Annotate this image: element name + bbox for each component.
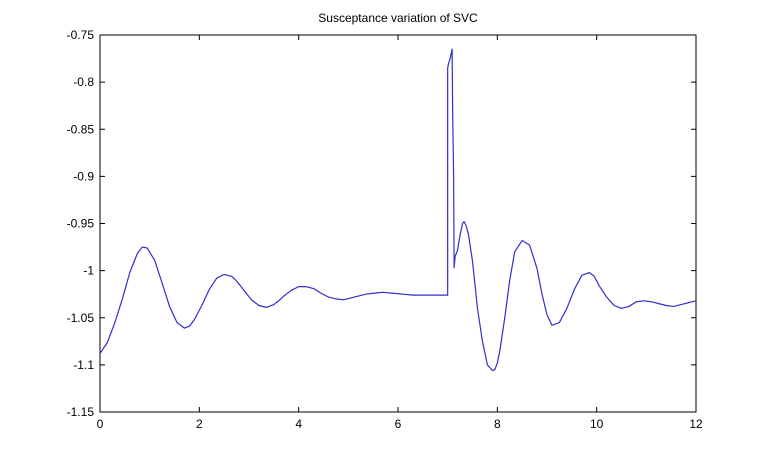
y-tick-label: -0.95 [67,217,95,231]
y-tick-label: -0.9 [73,169,94,183]
y-axis: -1.15 -1.1 -1.05 -1 -0.95 -0.9 -0.85 -0.8 -0.75 [67,28,696,419]
y-tick-label: -0.8 [73,75,94,89]
x-tick-label: 12 [689,417,703,431]
x-tick-label: 6 [395,417,402,431]
y-tick-label: -1.1 [73,358,94,372]
y-tick-label: -1.05 [67,311,95,325]
y-tick-label: -0.75 [67,28,95,42]
x-tick-label: 2 [196,417,203,431]
y-tick-label: -1.15 [67,405,95,419]
x-tick-label: 4 [295,417,302,431]
x-tick-label: 8 [494,417,501,431]
x-tick-label: 0 [97,417,104,431]
plot-frame [99,34,697,413]
y-tick-label: -1 [83,264,94,278]
x-axis: 0 2 4 6 8 10 12 [97,35,703,431]
series-line-0 [99,48,697,372]
y-tick-label: -0.85 [67,122,95,136]
series-layer [99,48,697,372]
chart-title: Susceptance variation of SVC [318,11,478,25]
x-tick-label: 10 [590,417,604,431]
